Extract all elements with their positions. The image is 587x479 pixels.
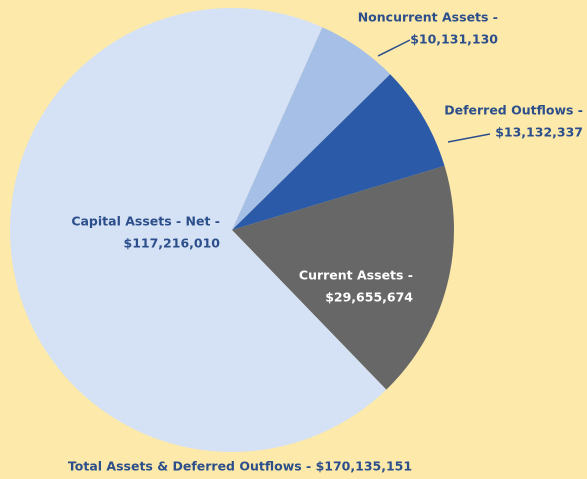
slice-label: Noncurrent Assets - <box>358 10 498 25</box>
leader-line <box>377 39 411 57</box>
value-label: $29,655,674 <box>325 290 413 305</box>
slice-label: Deferred Outflows - <box>444 103 583 118</box>
pie-slice <box>232 27 391 231</box>
pie-slice <box>232 74 445 230</box>
pie-slice <box>10 7 387 452</box>
value-label: $13,132,337 <box>495 125 583 140</box>
value-label: $117,216,010 <box>124 236 221 251</box>
leader-line <box>447 133 491 143</box>
value-label: $10,131,130 <box>410 32 498 47</box>
slice-label: Current Assets - <box>299 268 413 283</box>
slice-label: Capital Assets - Net - <box>71 214 220 229</box>
chart-title: Total Assets & Deferred Outflows - $170,… <box>68 459 412 474</box>
pie-slice <box>232 165 454 390</box>
